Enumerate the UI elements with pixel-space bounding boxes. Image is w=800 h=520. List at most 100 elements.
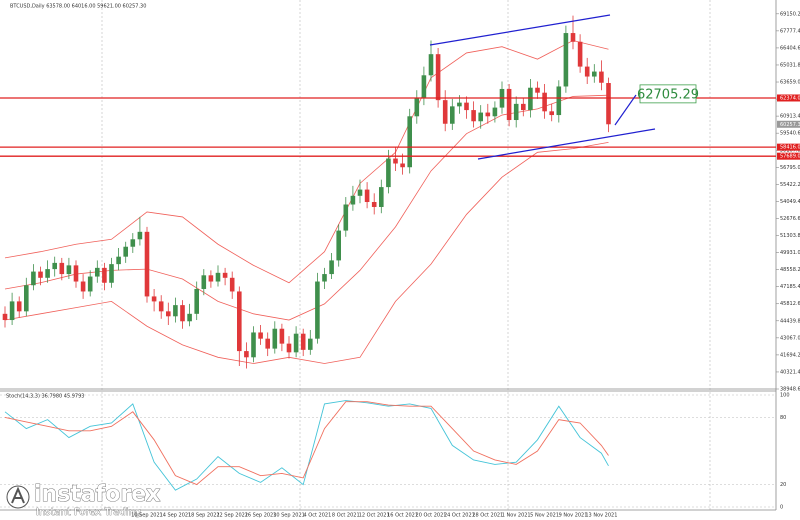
last-price-label: 60257.30 [780,122,800,128]
candle-body [379,187,384,207]
candle-body [215,272,221,282]
candle-body [158,301,164,312]
level-tag [777,152,800,160]
x-tick-label: 28 Oct 2021 [472,513,503,519]
candle-body [300,333,306,350]
candle-body [485,112,491,117]
candle-body [308,338,313,350]
candle-body [329,260,334,275]
last-price-tag [777,120,800,128]
candle-body [492,107,498,117]
candle-body [16,301,22,312]
y-tick-label: 51303.80 [780,233,800,239]
candle-body [45,269,50,278]
annotation-box [639,84,697,104]
x-tick-label: 18 Sep 2021 [188,513,220,519]
stochastic-line [4,400,609,491]
candle-body [535,87,540,93]
candle-body [187,313,192,322]
candle-body [400,163,405,168]
y-tick-label: 45812.60 [780,301,800,307]
candle-body [24,285,29,312]
y-tick-label: 65031.80 [780,62,800,68]
y-tick-label: 56795.00 [780,165,800,171]
y-tick-label: 49931.00 [780,250,800,256]
y-tick-label: 67777.40 [780,28,800,34]
candle-body [606,83,611,125]
watermark-brand: instaforex [34,482,160,507]
candle-body [166,311,171,317]
logo-mark [11,486,25,504]
candle-body [9,301,15,321]
y-tick-label: 40321.40 [780,369,800,375]
x-tick-label: 12 Oct 2021 [359,513,390,519]
indicator-title: Stoch(14,3,3) 36.7980 45.9793 [6,394,84,400]
x-tick-label: 5 Nov 2021 [530,513,559,519]
watermark: instaforex Instant Forex Trading [6,482,161,518]
candle-body [123,246,128,257]
candle-body [151,296,157,302]
bollinger-lower [4,141,609,364]
y-tick-label: 41694.20 [780,352,800,358]
candle-body [116,256,121,265]
stochastic-panel: 0 20 80 100 [0,393,790,511]
candle-body [130,239,136,247]
candle-body [442,100,448,124]
trendlines [429,14,656,160]
candle-body [73,265,79,282]
candle-body [137,231,143,240]
trendline [614,94,637,126]
candle-body [180,305,185,322]
candle-body [542,92,547,112]
candle-body [59,262,65,275]
stochastic-line [4,401,609,486]
candle-body [102,267,107,283]
candle-body [343,204,349,231]
x-tick-label: 22 Sep 2021 [216,513,248,519]
x-tick-label: 8 Oct 2021 [332,513,360,519]
y-tick-label: 20 [780,482,786,488]
candle-body [87,276,93,292]
annotation-label: 62705.29 [637,87,699,102]
candle-body [322,274,327,282]
candle-body [450,106,455,124]
x-tick-label: 16 Oct 2021 [387,513,418,519]
candle-body [599,71,604,83]
y-tick-label: 38948.60 [780,387,800,393]
candle-body [109,264,114,283]
candle-body [315,281,320,339]
candle-body [570,33,576,42]
candle-body [258,332,263,339]
x-tick-label: 20 Oct 2021 [416,513,447,519]
y-tick-label: 48558.20 [780,267,800,273]
x-tick-label: 24 Oct 2021 [444,513,475,519]
y-tick-label: 52676.60 [780,216,800,222]
trendline [429,14,611,46]
candle-body [350,195,356,205]
candle-body [244,351,249,358]
candle-body [457,102,462,107]
candle-body [2,313,8,321]
candle-body [194,288,199,314]
candle-body [31,271,36,286]
candle-body [173,305,178,317]
y-tick-label: 0 [780,505,783,511]
x-tick-label: 13 Nov 2021 [585,513,617,519]
x-tick-label: 4 Oct 2021 [304,513,332,519]
candle-body [464,102,469,111]
trendline [477,128,656,160]
candle-body [222,272,228,278]
level-label: 62374.00 [780,95,800,101]
x-tick-label: 9 Nov 2021 [559,513,588,519]
candle-body [471,110,476,122]
candle-body [435,54,441,101]
x-tick-label: 1 Nov 2021 [502,513,531,519]
candle-body [66,265,72,275]
candle-body [549,111,554,116]
chart-header: BTCUSD,Daily 63578.00 64016.00 59621.00 … [10,4,146,10]
candle-body [556,86,562,116]
candle-body [80,281,86,292]
bollinger-upper [4,40,609,284]
candle-body [421,75,427,98]
